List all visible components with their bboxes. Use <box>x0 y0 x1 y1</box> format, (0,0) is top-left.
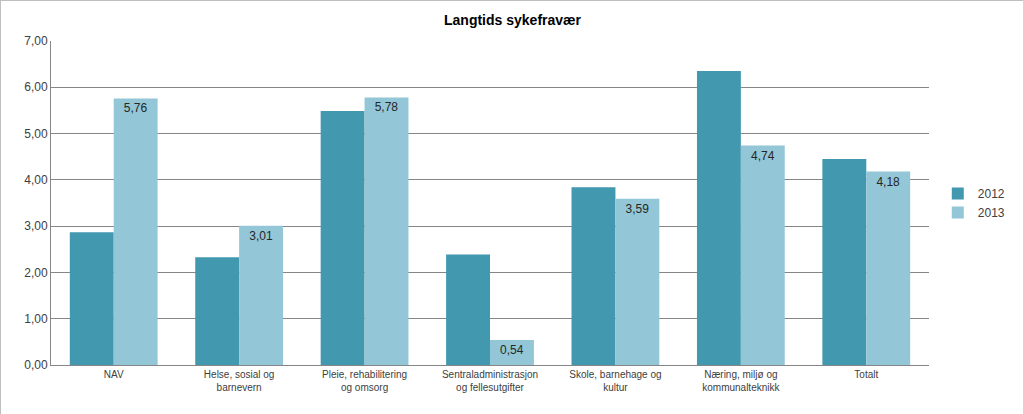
svg-text:2,00: 2,00 <box>24 266 48 280</box>
svg-text:Pleie, rehabiliteringog omsorg: Pleie, rehabiliteringog omsorg <box>322 369 407 393</box>
svg-text:5,76: 5,76 <box>124 101 148 115</box>
svg-text:Helse, sosial ogbarnevern: Helse, sosial ogbarnevern <box>204 369 275 393</box>
svg-text:0,54: 0,54 <box>500 343 524 357</box>
svg-text:7,00: 7,00 <box>24 34 48 48</box>
svg-text:3,59: 3,59 <box>626 202 650 216</box>
svg-text:Sentraladministrasjonog felles: Sentraladministrasjonog fellesutgifter <box>442 369 538 393</box>
svg-text:3,01: 3,01 <box>249 229 273 243</box>
svg-text:6,00: 6,00 <box>24 80 48 94</box>
svg-text:5,78: 5,78 <box>375 100 399 114</box>
svg-text:2013: 2013 <box>978 206 1005 220</box>
svg-text:4,18: 4,18 <box>876 175 900 189</box>
svg-text:4,00: 4,00 <box>24 173 48 187</box>
svg-text:2012: 2012 <box>978 187 1005 201</box>
svg-text:3,00: 3,00 <box>24 219 48 233</box>
svg-text:4,74: 4,74 <box>751 149 775 163</box>
svg-text:Skole, barnehage ogkultur: Skole, barnehage ogkultur <box>569 369 661 393</box>
svg-text:5,00: 5,00 <box>24 127 48 141</box>
svg-text:Næring, miljø ogkommunalteknik: Næring, miljø ogkommunalteknikk <box>702 369 780 393</box>
svg-text:Totalt: Totalt <box>854 369 878 380</box>
svg-text:NAV: NAV <box>104 369 124 380</box>
svg-text:0,00: 0,00 <box>24 358 48 372</box>
svg-text:1,00: 1,00 <box>24 312 48 326</box>
svg-text:Langtids sykefravær: Langtids sykefravær <box>444 12 581 28</box>
